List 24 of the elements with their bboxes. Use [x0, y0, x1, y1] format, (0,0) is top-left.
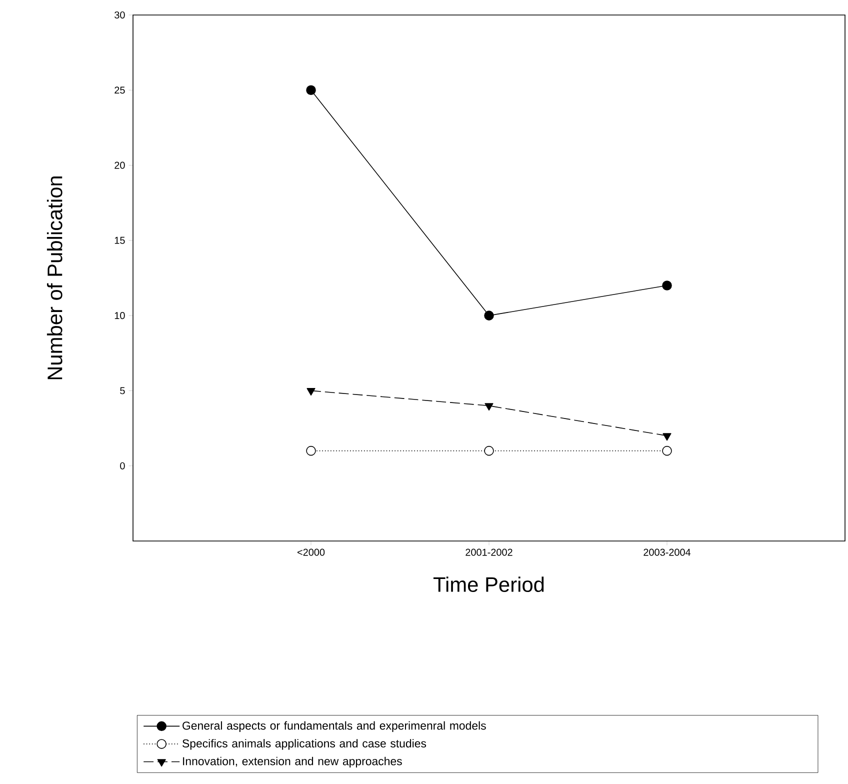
point — [306, 85, 316, 96]
point — [662, 433, 672, 441]
point — [306, 388, 316, 396]
y-axis-title: Number of Publication — [46, 176, 62, 380]
y-tick-label: 10 — [114, 312, 125, 320]
x-axis-title: Time Period — [433, 576, 544, 592]
point — [306, 446, 316, 456]
point — [662, 446, 672, 456]
point — [484, 310, 494, 320]
y-tick-label: 0 — [120, 462, 125, 470]
point — [484, 403, 494, 411]
legend-label: General aspects or fundamentals and experimenral models — [182, 721, 486, 732]
x-tick-label: 2001-2002 — [466, 548, 512, 556]
y-tick-label: 30 — [114, 11, 125, 19]
x-tick-label: 2003-2004 — [644, 548, 691, 556]
point — [662, 280, 672, 290]
y-tick-label: 25 — [114, 86, 125, 94]
y-tick-label: 20 — [114, 162, 125, 169]
point — [484, 446, 494, 456]
y-tick-label: 5 — [120, 387, 125, 394]
legend-label: Specifics animals applications and case studies — [182, 739, 426, 750]
legend-label: Innovation, extension and new approaches — [183, 756, 402, 768]
y-tick-label: 15 — [114, 236, 125, 244]
x-tick-label: <2000 — [298, 548, 325, 556]
